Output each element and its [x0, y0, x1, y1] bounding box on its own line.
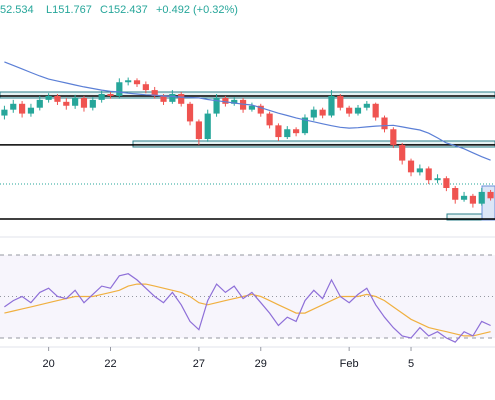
candle-body [133, 80, 141, 85]
candle-body [363, 103, 370, 108]
header-low: L151.767 [46, 4, 92, 16]
candle-body [478, 191, 485, 204]
candle-body [19, 103, 26, 114]
candle-body [425, 168, 432, 181]
candle-body [443, 178, 450, 188]
candle-body [98, 94, 105, 100]
candle-body [107, 94, 114, 96]
candle-body [452, 188, 459, 200]
candle-body [284, 129, 291, 138]
candle-body [354, 107, 362, 114]
candle-body [231, 99, 238, 104]
candle-body [266, 113, 273, 126]
candle-body [399, 144, 406, 161]
candle-body [319, 109, 326, 116]
candle-body [372, 103, 379, 118]
candle-body [10, 103, 17, 110]
candle-body [63, 101, 70, 106]
candle-body [80, 97, 88, 108]
x-tick-label: 27 [193, 358, 205, 370]
candle-body [222, 97, 229, 104]
moving-average [4, 61, 491, 161]
candle-body [328, 95, 335, 116]
candle-body [142, 84, 149, 91]
candle-body [248, 105, 256, 110]
candle-body [27, 107, 35, 114]
candle-body [160, 95, 167, 102]
x-tick-label: 20 [42, 358, 54, 370]
candle-body [89, 99, 96, 108]
candle-body [310, 109, 317, 118]
candle-body [45, 95, 52, 100]
x-tick-label: 22 [104, 358, 116, 370]
candle-body [195, 121, 202, 140]
header-close: C152.437 [100, 4, 148, 16]
candle-body [257, 105, 264, 114]
zone [132, 140, 495, 148]
candle-body [390, 129, 397, 145]
candle-body [186, 103, 194, 122]
candle-body [178, 94, 185, 104]
candle-body [151, 90, 158, 96]
candle-body [72, 97, 79, 106]
zone [0, 91, 495, 99]
candle-body [116, 82, 123, 96]
x-tick-label: 29 [255, 358, 267, 370]
candle-body [407, 160, 415, 173]
candle-body [169, 94, 176, 102]
candle-body [36, 99, 43, 108]
candle-body [416, 168, 423, 173]
candle-body [337, 95, 344, 108]
candle-body [487, 191, 494, 199]
zone [446, 213, 495, 221]
x-tick-label: 5 [408, 358, 414, 370]
candle-body [204, 113, 211, 140]
candle-body [54, 95, 61, 102]
candle-body [301, 117, 309, 134]
rsi-line [4, 273, 491, 343]
candle-body [293, 129, 300, 134]
header-change: +0.492 (+0.32%) [156, 4, 238, 16]
candle-body [213, 97, 220, 114]
candle-body [469, 195, 476, 204]
candle-body [381, 117, 388, 130]
candle-body [460, 195, 468, 200]
candle-body [434, 178, 441, 181]
header: 52.534 L151.767 C152.437 +0.492 (+0.32%) [0, 4, 238, 16]
header-open: 52.534 [0, 4, 34, 16]
x-tick-label: Feb [340, 358, 359, 370]
candle-body [1, 109, 8, 116]
candle-body [275, 125, 282, 138]
candle-body [125, 80, 132, 83]
candle-body [346, 107, 353, 114]
